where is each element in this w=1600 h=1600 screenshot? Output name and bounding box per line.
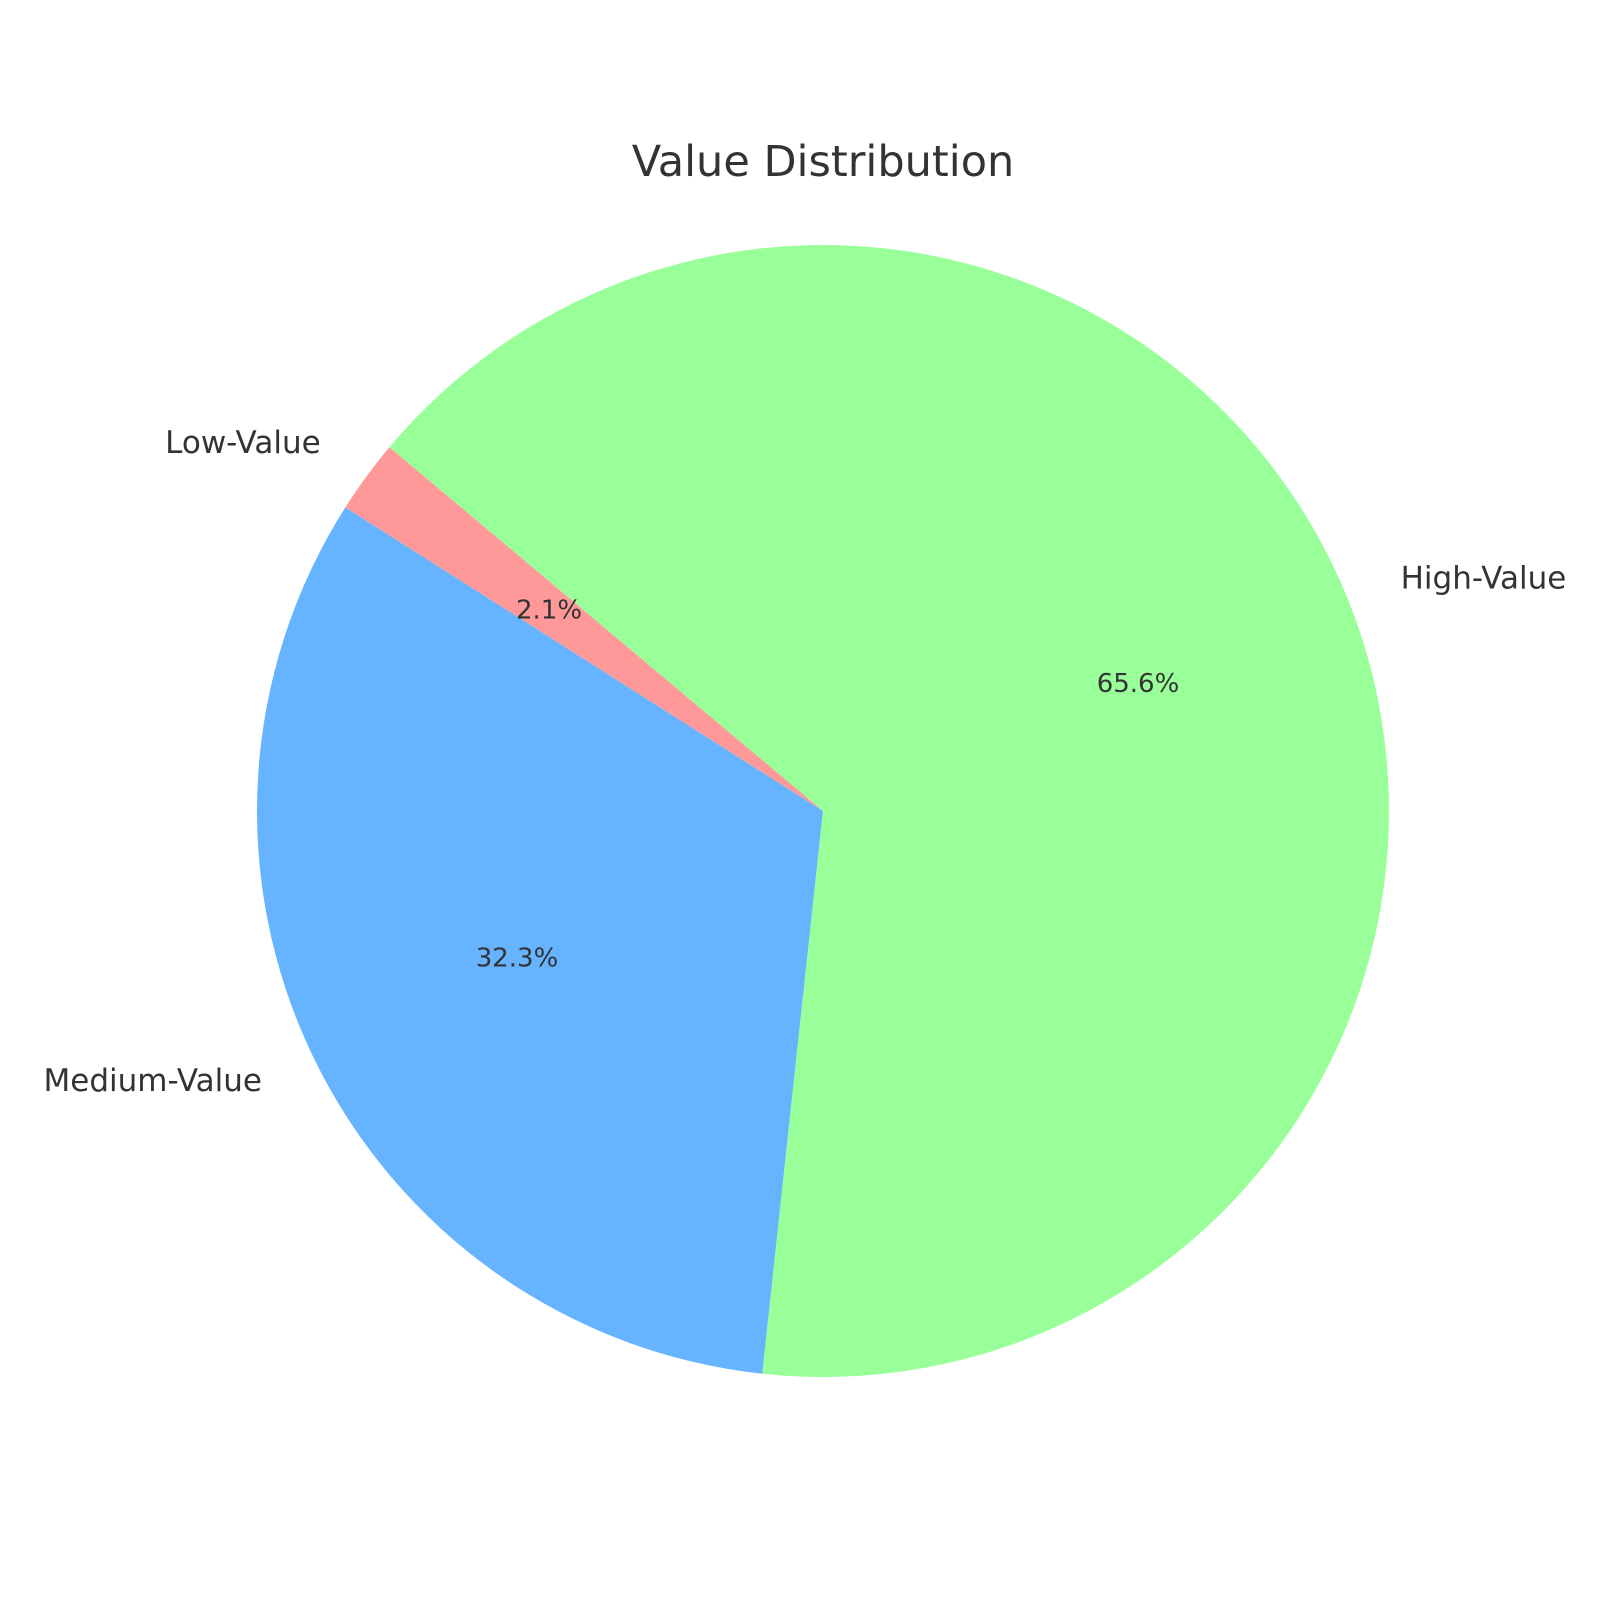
pie-slice-low-value [345, 447, 823, 811]
pie-slices [257, 244, 1390, 1377]
slice-percent-low-value: 2.1% [516, 595, 582, 625]
slice-percent-high-value: 65.6% [1097, 669, 1180, 699]
slice-percent-medium-value: 32.3% [476, 943, 559, 973]
slice-label-low-value: Low-Value [165, 425, 321, 461]
slice-label-medium-value: Medium-Value [44, 1063, 262, 1099]
pie-labels: Low-Value 2.1% Medium-Value 32.3% High-Value… [44, 425, 1567, 1099]
pie-slice-medium-value [257, 507, 824, 1374]
pie-slice-high-value [389, 244, 1390, 1377]
slice-label-high-value: High-Value [1401, 561, 1567, 597]
chart-title: Value Distribution [632, 137, 1015, 187]
